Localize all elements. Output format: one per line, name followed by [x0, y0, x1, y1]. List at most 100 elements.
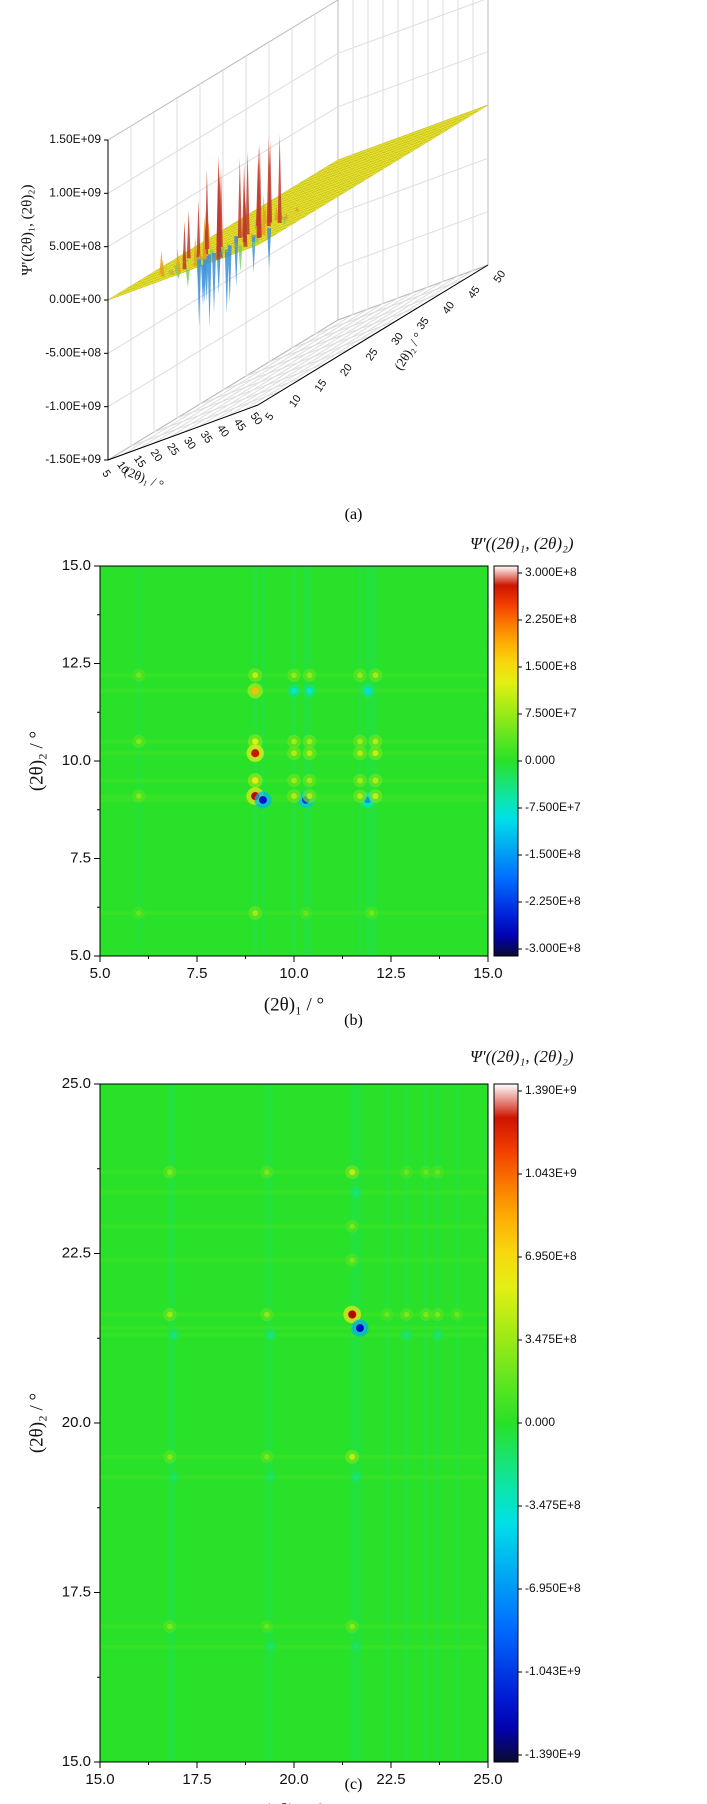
streak-row [100, 1170, 488, 1175]
peak [423, 1311, 429, 1318]
streak-col [268, 1084, 273, 1762]
surface-spike [242, 163, 247, 237]
y-tick-label: 50 [491, 268, 508, 285]
surface-spike [185, 269, 190, 288]
surface-mesh [232, 168, 383, 225]
streak-col [385, 1084, 390, 1762]
colorbar-tick-label: 2.250E+8 [525, 612, 577, 626]
plot-background [100, 566, 488, 956]
surface-spike [224, 250, 229, 252]
peak [348, 1310, 357, 1319]
colorbar-tick-label: -1.043E+9 [525, 1664, 581, 1678]
peak [353, 1644, 359, 1650]
floor-grid [268, 306, 420, 363]
floor-grid [137, 308, 369, 450]
x-tick-label: 20.0 [279, 1771, 308, 1788]
z-tick-label: -1.50E+09 [45, 452, 101, 466]
surface-spike [207, 254, 212, 328]
surface-spike [284, 212, 289, 220]
peak-layer [100, 566, 488, 956]
streak-col [167, 1084, 172, 1762]
y-tick-label: 25.0 [62, 1075, 91, 1092]
z-tick-label: 1.50E+09 [49, 132, 101, 146]
peak [353, 1189, 359, 1196]
peak [264, 1454, 270, 1460]
peak [136, 738, 142, 745]
colorbar-tick-label: 0.000 [525, 753, 555, 767]
wall-grid [337, 157, 489, 214]
streak-col [260, 566, 265, 956]
surface-spike [234, 236, 239, 288]
x-tick-label: 30 [181, 435, 198, 452]
streak-col [369, 566, 374, 956]
peak [306, 793, 313, 800]
colorbar-tick-label: -2.250E+8 [525, 894, 581, 908]
y-tick-label: 20.0 [62, 1414, 91, 1431]
peak [268, 1644, 274, 1650]
x-tick-label: 25 [164, 441, 181, 458]
y-tick-label: 15.0 [62, 1753, 91, 1770]
colorbar-tick-label: 3.000E+8 [525, 565, 577, 579]
peak [434, 1332, 441, 1338]
floor-grid [122, 314, 354, 455]
chart-title: Ψ'((2θ)₁, (2θ)₂) [470, 534, 574, 553]
surface-spike [176, 272, 181, 280]
surface-spike [232, 244, 237, 247]
x-tick-label: 7.5 [187, 965, 208, 982]
colorbar-tick-label: 1.390E+9 [525, 1083, 577, 1097]
x-tick-label: 22.5 [376, 1771, 405, 1788]
colorbar-tick-label: 6.950E+8 [525, 1249, 577, 1263]
streak-col [350, 1084, 355, 1762]
surface-spike [176, 268, 181, 272]
peak [303, 910, 309, 916]
peak [357, 777, 363, 784]
peak [252, 672, 259, 679]
surface-spike [212, 252, 216, 314]
peak [167, 1623, 173, 1630]
peak [372, 672, 379, 679]
peak [136, 672, 142, 678]
streak-col [454, 1084, 459, 1762]
surface-spike [267, 228, 272, 269]
y-tick-label: 20 [338, 362, 355, 379]
wall-grid [107, 266, 339, 408]
peak [349, 1623, 355, 1630]
surface-spike [220, 246, 225, 259]
surface-spike [186, 210, 191, 259]
surface-spike [274, 205, 279, 221]
chart-title: Ψ'((2θ)₁, (2θ)₂) [470, 1047, 574, 1066]
y-tick-label: 7.5 [70, 849, 91, 866]
peak [291, 793, 297, 800]
y-tick-label: 5.0 [70, 947, 91, 964]
peak [353, 1474, 359, 1480]
surface-chart-a: 1.50E+09 1.00E+09 5.00E+08 0.00E+00 -5.00E+0… [19, 0, 508, 493]
peak [372, 738, 379, 745]
y-tick-label: 30 [389, 331, 406, 348]
y-axis [257, 264, 489, 406]
surface-spike [193, 236, 198, 267]
surface-spike [170, 269, 175, 275]
wall-grid [107, 106, 339, 248]
peak [434, 1169, 441, 1175]
y-tick-label: 10 [287, 393, 304, 410]
surface-mesh [261, 151, 412, 207]
floor-grid [167, 297, 399, 439]
surface-spike [160, 259, 165, 277]
peak [264, 1311, 270, 1318]
surface-mesh [126, 152, 357, 294]
x-tick-label: 17.5 [182, 1771, 211, 1788]
surface-mesh [309, 122, 460, 178]
streak-row [100, 1312, 488, 1317]
x-axis-label: (2θ)₁ / ° [122, 463, 166, 492]
colorbar-tick-label: 0.000 [525, 1415, 555, 1429]
heatmap-chart-b: Ψ'((2θ)₁, (2θ)₂) 5.0 7.5 10.0 12.5 15.0 5.0 7.5… [26, 534, 581, 1015]
peak [136, 910, 142, 916]
peak [306, 687, 313, 694]
colorbar-tick-label: 1.043E+9 [525, 1166, 577, 1180]
y-tick-label: 22.5 [62, 1244, 91, 1261]
z-tick-label: -1.00E+09 [45, 399, 101, 413]
streak-row [100, 1624, 488, 1629]
wall-grid [107, 52, 339, 194]
surface-spike [237, 157, 242, 238]
peak [349, 1257, 355, 1264]
